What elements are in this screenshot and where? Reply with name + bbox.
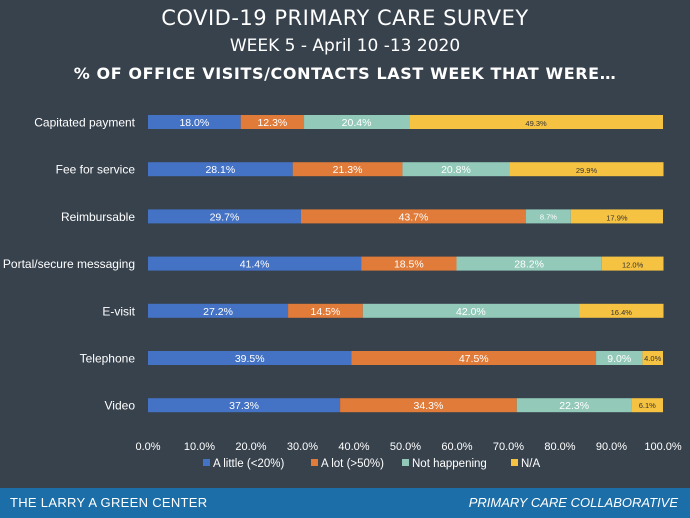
bar-e-visit-not-happening [362, 303, 580, 318]
data-label-e-visit-a-lot-50: 14.5% [311, 306, 341, 318]
bar-portal-secure-messaging-a-little-20 [148, 256, 362, 271]
data-label-reimbursable-a-lot-50: 43.7% [399, 211, 429, 223]
bar-reimbursable-a-lot-50 [300, 209, 527, 224]
bar-video-not-happening [516, 398, 632, 413]
x-tick-label: 30.0% [287, 441, 318, 453]
bar-e-visit-n-a [579, 303, 664, 318]
data-label-capitated-payment-n-a: 49.3% [525, 119, 547, 128]
x-tick-label: 90.0% [596, 441, 627, 453]
legend-swatch-n-a [511, 459, 518, 466]
bar-portal-secure-messaging-not-happening [456, 256, 602, 271]
category-label-telephone: Telephone [80, 352, 136, 366]
data-label-video-a-lot-50: 34.3% [414, 400, 444, 412]
x-tick-label: 70.0% [493, 441, 524, 453]
legend-label-not-happening: Not happening [412, 458, 487, 470]
data-label-video-not-happening: 22.3% [559, 400, 589, 412]
data-label-reimbursable-not-happening: 8.7% [540, 212, 557, 221]
data-label-e-visit-a-little-20: 27.2% [203, 306, 233, 318]
data-label-video-n-a: 6.1% [639, 401, 656, 410]
bar-portal-secure-messaging-a-lot-50 [361, 256, 457, 271]
data-label-video-a-little-20: 37.3% [229, 400, 259, 412]
data-label-telephone-a-lot-50: 47.5% [459, 353, 489, 365]
bar-portal-secure-messaging-n-a [601, 256, 664, 271]
legend-swatch-a-little-20 [203, 459, 210, 466]
data-label-portal-secure-messaging-n-a: 12.0% [622, 261, 644, 270]
bar-capitated-payment-not-happening [304, 115, 410, 129]
category-label-portal-secure-messaging: Portal/secure messaging [3, 257, 135, 271]
data-label-telephone-not-happening: 9.0% [607, 353, 631, 365]
data-label-portal-secure-messaging-a-lot-50: 18.5% [394, 259, 424, 271]
x-tick-label: 60.0% [441, 441, 472, 453]
bar-telephone-a-little-20 [148, 351, 352, 365]
x-tick-label: 100.0% [644, 441, 682, 453]
bar-capitated-payment-a-lot-50 [240, 115, 305, 129]
bar-capitated-payment-a-little-20 [148, 115, 241, 129]
x-tick-label: 80.0% [544, 441, 575, 453]
legend-label-n-a: N/A [521, 458, 541, 470]
data-label-fee-for-service-not-happening: 20.8% [441, 164, 471, 176]
category-label-fee-for-service: Fee for service [56, 163, 136, 177]
data-label-telephone-n-a: 4.0% [644, 354, 661, 363]
category-label-capitated-payment: Capitated payment [34, 116, 135, 130]
x-tick-label: 50.0% [390, 441, 421, 453]
footer-bar: THE LARRY A GREEN CENTER PRIMARY CARE CO… [0, 488, 690, 518]
data-label-fee-for-service-n-a: 29.9% [576, 166, 598, 175]
data-label-e-visit-not-happening: 42.0% [456, 306, 486, 318]
data-label-portal-secure-messaging-a-little-20: 41.4% [240, 259, 270, 271]
bar-fee-for-service-a-little-20 [148, 162, 293, 177]
data-label-reimbursable-n-a: 17.9% [606, 213, 628, 222]
x-tick-label: 10.0% [184, 441, 215, 453]
data-label-capitated-payment-not-happening: 20.4% [342, 117, 372, 129]
category-label-video: Video [105, 399, 136, 413]
bar-telephone-n-a [642, 351, 663, 365]
legend-swatch-not-happening [402, 459, 409, 466]
footer-collaborative: PRIMARY CARE COLLABORATIVE [468, 495, 678, 510]
data-label-reimbursable-a-little-20: 29.7% [210, 211, 240, 223]
bar-capitated-payment-n-a [409, 115, 663, 129]
category-label-reimbursable: Reimbursable [61, 210, 135, 224]
data-label-e-visit-n-a: 16.4% [611, 308, 633, 317]
stacked-bar-chart: Capitated payment 18.0% 12.3% 20.4% 49.3% Fee… [3, 115, 682, 470]
data-label-capitated-payment-a-lot-50: 12.3% [257, 117, 287, 129]
footer-org: THE LARRY A GREEN CENTER [10, 495, 208, 510]
bar-e-visit-a-lot-50 [288, 303, 363, 318]
x-tick-label: 0.0% [135, 441, 160, 453]
data-label-portal-secure-messaging-not-happening: 28.2% [514, 259, 544, 271]
chart-question: % OF OFFICE VISITS/CONTACTS LAST WEEK TH… [73, 64, 617, 83]
bar-reimbursable-n-a [570, 209, 663, 224]
bar-reimbursable-a-little-20 [148, 209, 301, 224]
bar-video-a-lot-50 [340, 398, 517, 413]
x-tick-label: 20.0% [235, 441, 266, 453]
legend-label-a-lot-50: A lot (>50%) [321, 458, 384, 470]
data-label-fee-for-service-a-little-20: 28.1% [205, 164, 235, 176]
data-label-telephone-a-little-20: 39.5% [235, 353, 265, 365]
bar-fee-for-service-a-lot-50 [292, 162, 403, 177]
survey-week: WEEK 5 - April 10 -13 2020 [229, 36, 461, 56]
bar-video-a-little-20 [148, 398, 341, 413]
bar-telephone-a-lot-50 [351, 351, 597, 365]
survey-title: COVID-19 PRIMARY CARE SURVEY [161, 6, 529, 30]
bar-telephone-not-happening [596, 351, 643, 365]
data-label-capitated-payment-a-little-20: 18.0% [179, 117, 209, 129]
category-label-e-visit: E-visit [102, 304, 135, 318]
bar-fee-for-service-n-a [509, 162, 664, 177]
legend-label-a-little-20: A little (<20%) [213, 458, 284, 470]
bar-video-n-a [631, 398, 663, 413]
bar-reimbursable-not-happening [526, 209, 571, 224]
data-label-fee-for-service-a-lot-50: 21.3% [333, 164, 363, 176]
bar-e-visit-a-little-20 [148, 303, 289, 318]
x-tick-label: 40.0% [338, 441, 369, 453]
bar-fee-for-service-not-happening [402, 162, 510, 177]
legend-swatch-a-lot-50 [311, 459, 318, 466]
